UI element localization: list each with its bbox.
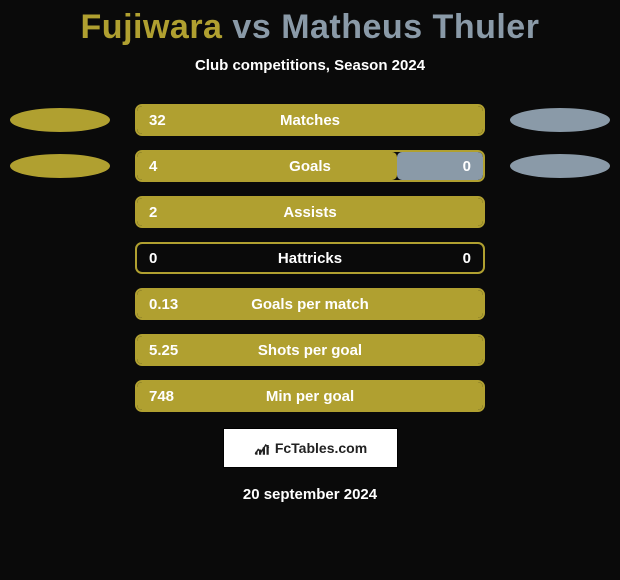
- stat-bar-track: 748 Min per goal: [135, 380, 485, 412]
- stat-bar-track: 0.13 Goals per match: [135, 288, 485, 320]
- player1-marker: [10, 108, 110, 132]
- stat-bar-track: 5.25 Shots per goal: [135, 334, 485, 366]
- stat-row: 5.25 Shots per goal: [0, 334, 620, 366]
- stat-value-player1: 5.25: [149, 342, 178, 359]
- footer-date: 20 september 2024: [0, 486, 620, 503]
- stat-label: Hattricks: [278, 250, 342, 267]
- chart-icon: [253, 439, 271, 457]
- attribution-text: FcTables.com: [275, 440, 367, 456]
- stat-bar-track: 32 Matches: [135, 104, 485, 136]
- player2-marker: [510, 108, 610, 132]
- stat-label: Assists: [283, 204, 336, 221]
- stat-value-player1: 0.13: [149, 296, 178, 313]
- player2-name: Matheus Thuler: [281, 8, 539, 46]
- attribution-badge[interactable]: FcTables.com: [223, 428, 398, 468]
- stat-label: Min per goal: [266, 388, 354, 405]
- stat-bar-track: 0 0 Hattricks: [135, 242, 485, 274]
- stat-value-player2: 0: [463, 158, 471, 175]
- stat-value-player1: 32: [149, 112, 166, 129]
- stat-value-player1: 4: [149, 158, 157, 175]
- stats-container: 32 Matches 4 0 Goals 2 Assists 0 0 Hattricks 0.13 G…: [0, 104, 620, 412]
- vs-separator: vs: [232, 8, 271, 46]
- stat-row: 748 Min per goal: [0, 380, 620, 412]
- player2-marker: [510, 154, 610, 178]
- player1-name: Fujiwara: [81, 8, 223, 46]
- stat-value-player1: 2: [149, 204, 157, 221]
- comparison-title: Fujiwara vs Matheus Thuler: [0, 0, 620, 47]
- stat-bar-track: 4 0 Goals: [135, 150, 485, 182]
- stat-row: 0 0 Hattricks: [0, 242, 620, 274]
- bar-fill-player1: [137, 152, 397, 180]
- stat-value-player2: 0: [463, 250, 471, 267]
- stat-row: 0.13 Goals per match: [0, 288, 620, 320]
- stat-row: 32 Matches: [0, 104, 620, 136]
- stat-row: 2 Assists: [0, 196, 620, 228]
- stat-label: Shots per goal: [258, 342, 362, 359]
- stat-row: 4 0 Goals: [0, 150, 620, 182]
- stat-label: Goals: [289, 158, 331, 175]
- stat-label: Matches: [280, 112, 340, 129]
- stat-value-player1: 0: [149, 250, 157, 267]
- subtitle: Club competitions, Season 2024: [0, 57, 620, 74]
- stat-value-player1: 748: [149, 388, 174, 405]
- player1-marker: [10, 154, 110, 178]
- stat-bar-track: 2 Assists: [135, 196, 485, 228]
- stat-label: Goals per match: [251, 296, 369, 313]
